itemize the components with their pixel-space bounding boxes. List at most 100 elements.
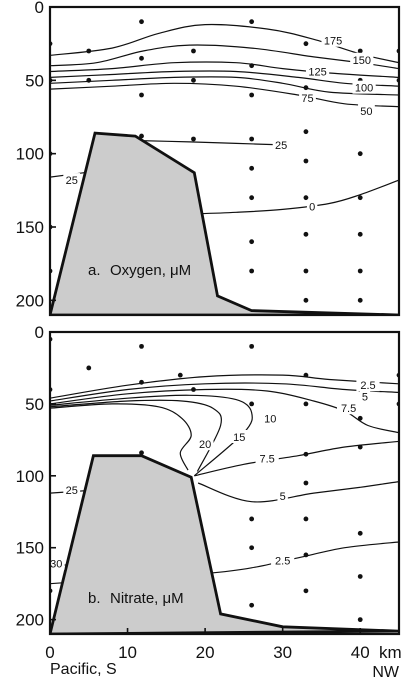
sample-point	[139, 450, 144, 456]
contour-label: 50	[360, 106, 372, 118]
sample-point	[303, 480, 309, 486]
seafloor-topography	[50, 454, 399, 634]
sample-point	[139, 55, 144, 61]
y-tick-label: 100	[16, 467, 44, 486]
contour-label-bg	[261, 411, 279, 425]
sample-point	[357, 617, 363, 623]
sample-point	[177, 372, 183, 378]
contour-label-bg	[359, 389, 371, 403]
x-tick-label: 10	[118, 643, 137, 662]
contour-label-bg	[306, 199, 318, 213]
sample-point	[303, 158, 309, 164]
sample-point	[303, 451, 309, 457]
sample-point	[357, 231, 363, 237]
x-axis-direction: NW	[372, 664, 400, 681]
contour-label: 25	[275, 140, 287, 152]
sample-point	[357, 48, 363, 54]
contour-label: 75	[301, 93, 313, 105]
sample-point	[249, 602, 255, 608]
contour-label: 2.5	[360, 380, 375, 392]
contour-line-15	[50, 399, 222, 472]
x-tick-label: 40	[351, 643, 370, 662]
contour-label: 5	[362, 392, 368, 404]
contour-label-bg	[47, 556, 65, 570]
y-tick-label: 150	[16, 539, 44, 558]
contour-label-bg	[356, 378, 380, 392]
contour-line-150	[50, 44, 399, 70]
x-tick-label: 0	[45, 643, 54, 662]
contour-label-bg	[350, 52, 374, 66]
sample-point	[303, 516, 309, 522]
contour-line-125	[50, 61, 399, 78]
contour-label: 10	[264, 413, 276, 425]
sample-point	[139, 343, 144, 349]
sample-point	[303, 401, 309, 407]
sample-point	[303, 372, 309, 378]
sample-point	[249, 239, 255, 245]
contour-label-bg	[277, 488, 288, 502]
contour-label: 7.5	[341, 403, 356, 415]
contour-label: 15	[233, 432, 245, 444]
sample-point	[357, 530, 363, 536]
sample-point	[303, 231, 309, 237]
sample-point	[249, 92, 255, 98]
plot-area	[50, 19, 399, 315]
contour-line-2_5	[50, 374, 399, 399]
contour-label: 25	[66, 175, 78, 187]
contour-label-bg	[272, 137, 290, 151]
sample-point	[249, 343, 255, 349]
contour-label: 20	[199, 439, 211, 451]
plot-area	[50, 336, 399, 634]
contour-line-7_5	[50, 388, 399, 434]
contour-label: 7.5	[260, 454, 275, 466]
sample-point	[357, 444, 363, 450]
panel-title: Nitrate, μM	[110, 590, 184, 607]
sample-point	[191, 387, 196, 392]
x-tick-label: 20	[196, 643, 215, 662]
contour-label-bg	[305, 64, 330, 78]
contour-line-0	[194, 179, 399, 215]
sample-point	[86, 77, 92, 83]
contour-label: 0	[309, 201, 315, 213]
contour-line-5	[197, 481, 399, 503]
x-axis-unit: km	[379, 643, 401, 662]
contour-line-100	[50, 70, 399, 87]
y-tick-label: 0	[35, 323, 44, 342]
sample-point	[139, 133, 144, 139]
contour-label-bg	[336, 401, 361, 415]
contour-label-bg	[352, 80, 376, 94]
sample-point	[303, 85, 309, 91]
contour-line-50	[50, 82, 399, 108]
sample-point	[139, 19, 144, 25]
sample-point	[249, 19, 255, 25]
sample-point	[357, 268, 363, 274]
y-tick-label: 0	[35, 0, 44, 17]
sample-point	[357, 574, 363, 579]
contour-label: 30	[50, 559, 62, 571]
contour-label-bg	[63, 173, 81, 187]
sample-point	[139, 92, 144, 98]
y-tick-label: 50	[25, 395, 44, 414]
contour-label-bg	[321, 33, 345, 47]
panel-title: Oxygen, μM	[110, 262, 191, 279]
sample-point	[191, 48, 196, 54]
contour-label-bg	[63, 483, 81, 497]
sample-point	[249, 401, 255, 407]
y-tick-label: 100	[16, 145, 44, 164]
sample-point	[249, 165, 255, 171]
sample-point	[139, 379, 144, 385]
sample-point	[191, 77, 196, 83]
contour-line-5	[50, 382, 399, 402]
sample-point	[249, 63, 255, 69]
contour-label-bg	[271, 553, 295, 567]
panel-oxygen: 175 150 125 100 75 50 25 25 0 0 50 100 150 200 a. Oxyge…	[16, 0, 401, 317]
y-tick-label: 150	[16, 218, 44, 237]
y-tick-label: 50	[25, 71, 44, 90]
sample-point	[357, 297, 363, 303]
sample-point	[303, 195, 309, 201]
contour-label-bg	[358, 104, 375, 118]
sample-point	[249, 516, 255, 522]
panel-label: a.	[88, 262, 101, 279]
